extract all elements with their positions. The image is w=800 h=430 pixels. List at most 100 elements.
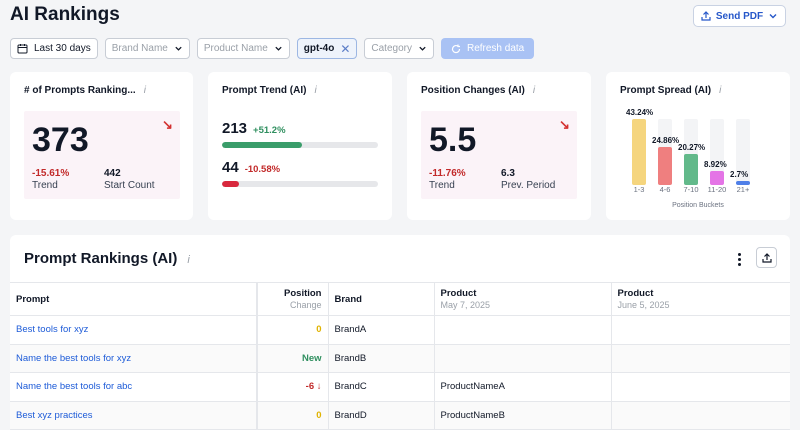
column-header-product-2[interactable]: Product June 5, 2025 bbox=[610, 282, 790, 316]
card-title: Prompt Spread (AI) bbox=[620, 85, 712, 96]
prompt-spread-card: Prompt Spread (AI) i 43.24% 1-3 24.86% 4-6 20… bbox=[606, 72, 790, 220]
product-cell bbox=[433, 315, 611, 345]
trend-row-down: 44 -10.58% bbox=[222, 159, 280, 176]
start-count-label: Start Count bbox=[104, 180, 155, 191]
product-header-date: May 7, 2025 bbox=[440, 300, 491, 310]
tick-label: 1-3 bbox=[633, 185, 645, 194]
product-cell bbox=[610, 315, 790, 345]
product-select[interactable]: Product Name bbox=[196, 38, 290, 59]
trend-label: Trend bbox=[429, 180, 455, 191]
prompt-link[interactable]: Best tools for xyz bbox=[16, 324, 89, 336]
export-button[interactable] bbox=[756, 247, 777, 268]
position-change: New bbox=[256, 344, 328, 373]
date-range-button[interactable]: Last 30 days bbox=[10, 38, 98, 59]
close-icon[interactable]: ✕ bbox=[340, 41, 351, 56]
trend-pct: -11.76% bbox=[429, 168, 466, 179]
category-select-label: Category bbox=[371, 43, 412, 54]
calendar-icon bbox=[17, 44, 28, 54]
position-header-label: Position bbox=[284, 288, 322, 299]
trend-down-icon: ↘ bbox=[162, 117, 173, 132]
product-header-date: June 5, 2025 bbox=[617, 300, 670, 310]
more-options-icon[interactable] bbox=[734, 250, 744, 268]
info-icon[interactable]: i bbox=[532, 85, 536, 96]
data-label: 24.86% bbox=[652, 136, 680, 146]
progress-fill bbox=[222, 142, 302, 148]
brand-cell: BrandA bbox=[327, 315, 434, 345]
trend-down-icon: ↘ bbox=[559, 117, 570, 132]
table-row: Name the best tools for abc -6 ↓ BrandC … bbox=[10, 372, 790, 402]
model-filter-tag[interactable]: gpt-4o ✕ bbox=[296, 38, 358, 59]
product-header-label: Product bbox=[617, 288, 654, 299]
category-select[interactable]: Category bbox=[364, 38, 434, 59]
info-icon[interactable]: i bbox=[719, 85, 722, 96]
brand-select[interactable]: Brand Name bbox=[104, 38, 190, 59]
prompt-link[interactable]: Name the best tools for xyz bbox=[16, 352, 132, 364]
progress-track bbox=[222, 142, 378, 148]
card-title: Prompt Trend (AI) bbox=[222, 85, 307, 96]
bar-track bbox=[736, 119, 750, 185]
product-select-label: Product Name bbox=[203, 43, 268, 54]
info-icon[interactable]: i bbox=[187, 254, 190, 266]
bar-track bbox=[710, 119, 724, 185]
prompt-link[interactable]: Name the best tools for abc bbox=[16, 381, 133, 393]
rankings-table: Prompt Position Change Brand Product May… bbox=[10, 282, 790, 430]
column-header-product-1[interactable]: Product May 7, 2025 bbox=[433, 282, 611, 316]
bar[interactable] bbox=[632, 119, 646, 185]
upload-icon bbox=[761, 252, 772, 263]
date-range-label: Last 30 days bbox=[34, 43, 91, 54]
kpi-value: 5.5 bbox=[429, 121, 477, 159]
bar[interactable] bbox=[710, 171, 724, 185]
prompt-link[interactable]: Best xyz practices bbox=[16, 409, 93, 421]
card-title: # of Prompts Ranking... bbox=[24, 85, 136, 96]
prompt-rankings-panel: Prompt Rankings (AI) i Prompt Position Ch… bbox=[10, 235, 790, 430]
product-cell: ProductNameA bbox=[433, 372, 611, 402]
brand-cell: BrandD bbox=[327, 401, 434, 430]
table-title: Prompt Rankings (AI) bbox=[24, 250, 178, 267]
trend-row-up: 213 +51.2% bbox=[222, 120, 286, 137]
trend-pct: +51.2% bbox=[253, 125, 286, 136]
prev-period-label: Prev. Period bbox=[501, 180, 556, 191]
table-row: Best xyz practices 0 BrandD ProductNameB bbox=[10, 401, 790, 430]
column-header-prompt[interactable]: Prompt bbox=[10, 282, 257, 316]
trend-value: 213 bbox=[222, 120, 248, 137]
brand-select-label: Brand Name bbox=[111, 43, 168, 54]
start-count-value: 442 bbox=[104, 168, 121, 179]
bar[interactable] bbox=[736, 180, 750, 185]
product-cell bbox=[610, 401, 790, 430]
trend-value: 44 bbox=[222, 159, 239, 176]
prev-period-value: 6.3 bbox=[501, 168, 515, 179]
refresh-data-button[interactable]: Refresh data bbox=[440, 38, 535, 59]
progress-track bbox=[222, 181, 378, 187]
chevron-down-icon bbox=[175, 46, 182, 51]
product-header-label: Product bbox=[440, 288, 477, 299]
send-pdf-button[interactable]: Send PDF bbox=[693, 5, 786, 27]
table-row: Name the best tools for xyz New BrandB bbox=[10, 344, 790, 373]
data-label: 20.27% bbox=[678, 143, 706, 153]
bar-track bbox=[632, 119, 646, 185]
info-icon[interactable]: i bbox=[314, 85, 317, 96]
chevron-down-icon bbox=[275, 46, 282, 51]
x-axis-title: Position Buckets bbox=[672, 202, 724, 209]
bar-track bbox=[658, 119, 672, 185]
brand-cell: BrandB bbox=[327, 344, 434, 373]
trend-pct: -10.58% bbox=[244, 164, 281, 175]
column-header-brand[interactable]: Brand bbox=[327, 282, 434, 316]
trend-label: Trend bbox=[32, 180, 58, 191]
bar[interactable] bbox=[684, 154, 698, 185]
position-changes-card: Position Changes (AI) i 5.5 ↘ -11.76% Tre… bbox=[407, 72, 591, 220]
filter-bar: Last 30 days Brand Name Product Name gpt… bbox=[10, 38, 535, 60]
page-title: AI Rankings bbox=[10, 4, 120, 25]
column-header-position[interactable]: Position Change bbox=[256, 282, 328, 316]
product-cell bbox=[610, 344, 790, 373]
bar-track bbox=[684, 119, 698, 185]
progress-fill bbox=[222, 181, 240, 187]
bar[interactable] bbox=[658, 147, 672, 185]
position-change: 0 bbox=[256, 401, 328, 430]
trend-pct: -15.61% bbox=[32, 168, 70, 179]
info-icon[interactable]: i bbox=[143, 85, 146, 96]
tick-label: 11-20 bbox=[707, 185, 727, 194]
kpi-box: 373 ↘ -15.61% Trend 442 Start Count bbox=[24, 111, 180, 199]
tick-label: 21+ bbox=[736, 185, 750, 194]
model-tag-label: gpt-4o bbox=[303, 43, 335, 54]
card-title: Position Changes (AI) bbox=[421, 85, 525, 96]
